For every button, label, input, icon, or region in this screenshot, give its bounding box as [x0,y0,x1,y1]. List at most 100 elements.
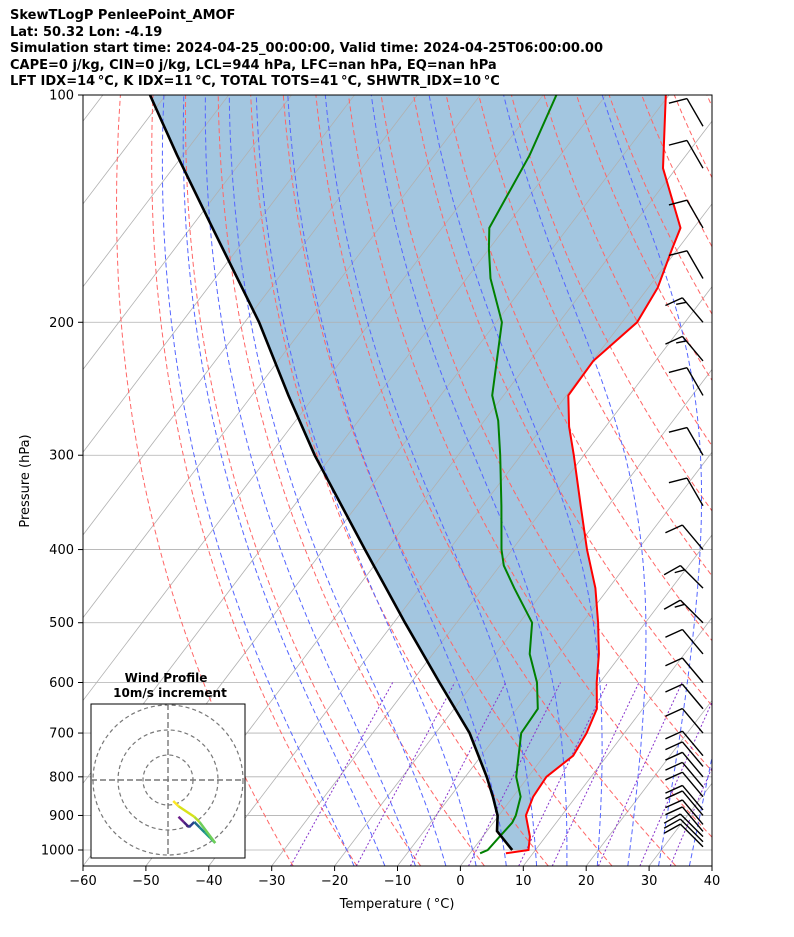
wind-barb [665,806,704,832]
barb-flag [668,139,688,146]
barb-flag [665,683,683,693]
hodograph-segment [188,821,196,829]
barb-staff [681,790,704,816]
y-tick-label: 300 [49,449,74,464]
barb-staff [686,140,704,169]
wind-barb [665,707,704,734]
temperature-profile-line [505,95,682,855]
barb-flag [676,301,687,306]
dry-adiabat [348,95,712,838]
barb-staff [681,708,704,734]
y-tick-label: 1000 [41,844,74,859]
wind-barb [663,813,704,838]
moist-adiabat [255,95,477,866]
y-tick-label: 800 [49,770,74,785]
isotherm [83,95,229,288]
wind-barb [665,751,704,778]
barb-staff [686,98,704,127]
barb-flag [663,823,681,834]
barb-flag [665,657,683,667]
barb-flag [665,707,683,717]
x-tick-label: 40 [704,874,721,889]
barb-flag [665,771,683,781]
wind-barb [663,564,704,589]
inset-subtitle: 10m/s increment [113,686,227,700]
x-tick-label: −50 [132,874,159,889]
time-line: Simulation start time: 2024-04-25_00:00:… [10,41,603,56]
x-tick-label: 10 [515,874,532,889]
moist-adiabat [161,95,355,866]
barb-flag [668,97,688,104]
wind-barb [665,761,704,788]
barb-staff [679,599,704,624]
wind-barb [665,335,704,362]
index-line: LFT IDX=14 °C, K IDX=11 °C, TOTAL TOTS=4… [10,74,500,89]
y-tick-label: 200 [49,316,74,331]
barb-flag [663,564,681,576]
y-axis-label: Pressure (hPa) [18,434,33,527]
moist-adiabat [228,95,447,866]
x-tick-label: 0 [456,874,464,889]
x-tick-label: −40 [195,874,222,889]
barb-staff [686,199,704,229]
barb-staff [681,771,704,798]
moist-adiabat [688,755,712,866]
stability-line: CAPE=0 j/kg, CIN=0 j/kg, LCL=944 hPa, LF… [10,57,497,73]
wind-barb [665,657,704,683]
mixing-ratio-line [551,682,640,866]
dry-adiabat [250,95,549,866]
moist-adiabat [503,95,647,866]
barb-staff [686,477,704,507]
barb-staff [681,806,704,832]
barb-staff [679,813,704,838]
barb-flag [668,367,688,374]
location-line: Lat: 50.32 Lon: -4.19 [10,24,163,40]
wind-barb [665,730,704,757]
cape-shading [150,95,681,850]
barb-flag [665,297,683,307]
wind-barb [668,139,704,169]
mixing-ratio-line [409,682,507,866]
dry-adiabat [151,95,358,866]
hodograph-segment [182,821,190,829]
isotherm [711,865,712,866]
moist-adiabat [720,95,794,866]
y-tick-label: 600 [49,676,74,691]
hodograph-segment [172,800,180,808]
wind-profile-inset: Wind Profile 10m/s increment [90,671,246,859]
isotherm [460,534,712,866]
wind-barb [668,250,704,279]
barb-flag [665,799,683,809]
hodograph-segment [198,826,206,834]
dry-adiabat [739,95,794,866]
wind-barb [663,823,704,848]
moist-adiabat [287,95,507,866]
x-tick-label: −30 [258,874,285,889]
barb-staff [681,297,704,323]
barb-flag [665,741,683,751]
barb-flag [668,199,688,206]
moist-adiabat [204,95,416,866]
isotherm [83,95,355,453]
barb-flag [665,806,683,816]
barb-flag [663,599,681,610]
barb-staff [681,657,704,683]
barb-staff [681,730,704,757]
barb-staff [681,629,704,655]
wind-barb [665,784,704,811]
wind-barb [668,367,704,396]
dewpoint-profile-line [479,95,558,855]
barb-staff [681,683,704,710]
dry-adiabat [772,95,794,866]
y-tick-label: 400 [49,543,74,558]
barb-staff [681,751,704,778]
y-tick-label: 100 [49,89,74,104]
barb-flag [665,524,683,534]
y-tick-label: 700 [49,727,74,742]
axes: −60 −50 −40 −30 −20 −10 0 10 20 30 40 1000 900 800 700… [41,89,720,890]
wind-barb [665,771,704,798]
x-tick-label: 30 [641,874,658,889]
isotherm [585,699,712,866]
barb-flag [665,335,683,345]
isotherm [83,95,544,702]
